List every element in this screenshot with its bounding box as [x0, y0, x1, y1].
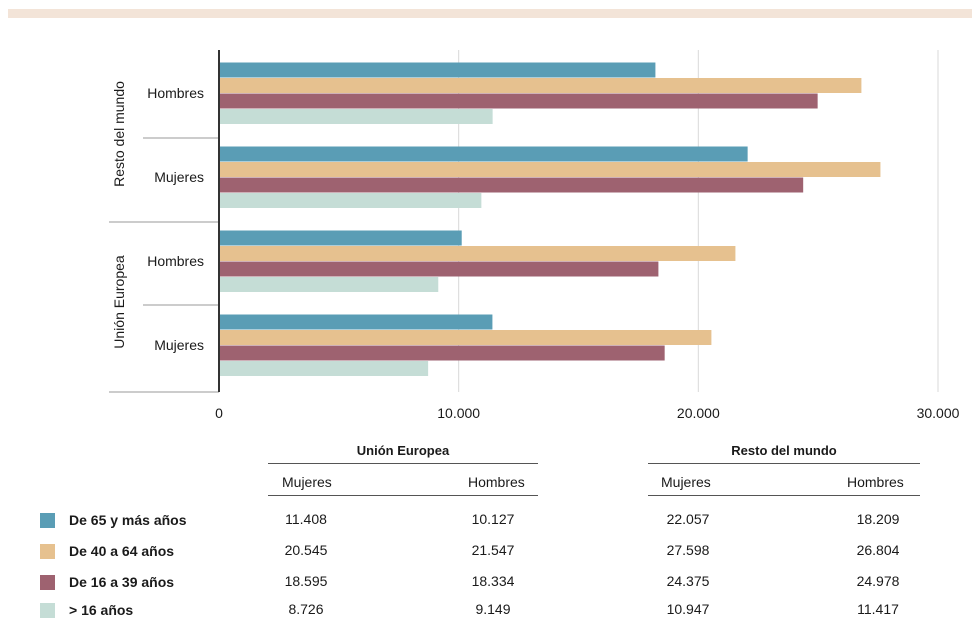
bar [219, 193, 482, 208]
table-cell: 26.804 [856, 542, 900, 558]
bar [219, 314, 493, 330]
table-cell: 24.978 [856, 573, 900, 589]
table-header-rule-ue [268, 495, 538, 496]
legend-swatch-40-64 [40, 543, 55, 559]
table-cell: 24.375 [666, 573, 710, 589]
legend-swatch-65-plus [40, 512, 55, 528]
bar [219, 109, 493, 124]
bar [219, 62, 656, 78]
legend-label: > 16 años [69, 602, 134, 618]
legend-swatch-under-16 [40, 602, 55, 618]
bar [219, 177, 804, 193]
table-cell: 18.334 [471, 573, 515, 589]
table-group-title-rm: Resto del mundo [731, 443, 837, 458]
bar [219, 93, 818, 109]
category-label: Mujeres [154, 169, 204, 185]
table-row: > 16 años [40, 601, 133, 619]
bar [219, 261, 659, 277]
category-label: Hombres [147, 85, 204, 101]
group-label: Resto del mundo [111, 81, 127, 187]
bar [219, 345, 665, 361]
bar [219, 78, 862, 93]
table-row: De 16 a 39 años [40, 573, 174, 591]
table-col-header-ue-hombres: Hombres [468, 474, 525, 490]
table-cell: 11.417 [857, 601, 899, 617]
table-cell: 18.209 [856, 511, 900, 527]
legend-swatch-16-39 [40, 574, 55, 590]
category-label: Hombres [147, 253, 204, 269]
x-tick-label: 10.000 [437, 405, 480, 421]
table-row: De 65 y más años [40, 511, 187, 529]
bar [219, 162, 881, 177]
x-tick-label: 0 [215, 405, 223, 421]
table-cell: 11.408 [285, 511, 327, 527]
legend-label: De 16 a 39 años [69, 574, 175, 590]
table-col-header-rm-hombres: Hombres [847, 474, 904, 490]
bar [219, 246, 736, 261]
table-col-header-rm-mujeres: Mujeres [661, 474, 711, 490]
table-col-header-ue-mujeres: Mujeres [282, 474, 332, 490]
table-cell: 9.149 [475, 601, 511, 617]
table-row: De 40 a 64 años [40, 542, 174, 560]
table-cell: 18.595 [284, 573, 328, 589]
category-label: Mujeres [154, 337, 204, 353]
bar [219, 146, 748, 162]
table-cell: 20.545 [284, 542, 328, 558]
table-group-title-ue: Unión Europea [356, 443, 450, 458]
table-cell: 22.057 [666, 511, 710, 527]
bar [219, 330, 712, 345]
top-decorative-band [8, 9, 972, 18]
table-cell: 10.127 [471, 511, 515, 527]
table-header-rule-rm [648, 495, 920, 496]
group-label: Unión Europea [111, 255, 127, 349]
bar [219, 277, 439, 292]
bar [219, 230, 462, 246]
table-cell: 21.547 [471, 542, 515, 558]
bar [219, 361, 429, 376]
table-cell: 8.726 [288, 601, 324, 617]
legend-label: De 40 a 64 años [69, 543, 175, 559]
legend-label: De 65 y más años [69, 512, 187, 528]
table-cell: 10.947 [666, 601, 710, 617]
table-group-rule-ue [268, 463, 538, 464]
table-cell: 27.598 [666, 542, 710, 558]
x-tick-label: 20.000 [677, 405, 720, 421]
table-group-rule-rm [648, 463, 920, 464]
x-tick-label: 30.000 [917, 405, 960, 421]
bar-chart: 0 10.000 20.000 30.000 Hombres Mujeres Resto d… [109, 50, 960, 421]
